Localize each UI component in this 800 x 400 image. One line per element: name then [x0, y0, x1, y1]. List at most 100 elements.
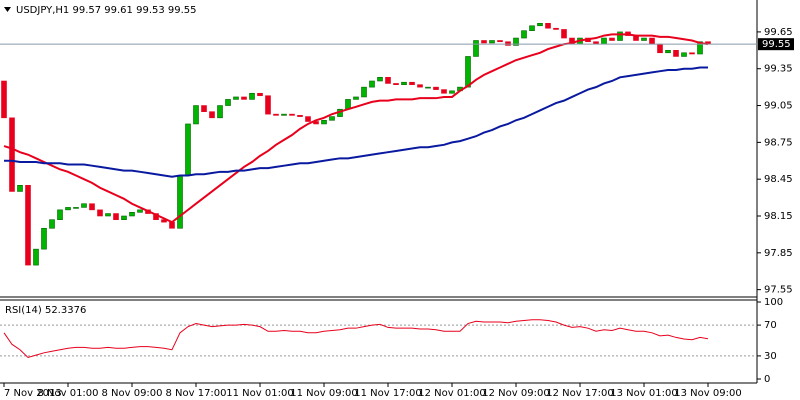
candle-body	[561, 29, 567, 39]
candle-body	[89, 203, 95, 211]
x-tick-label: 12 Nov 17:00	[546, 388, 613, 399]
candle-body	[297, 115, 303, 117]
x-tick-label: 8 Nov 17:00	[165, 388, 226, 399]
y-tick-label: 99.65	[764, 27, 793, 38]
candle-body	[33, 248, 39, 266]
candle-body	[473, 40, 479, 57]
candle-body	[129, 212, 135, 217]
candle-body	[49, 219, 55, 229]
candle-body	[529, 25, 535, 31]
candle-body	[657, 43, 663, 54]
y-tick-label: 0	[764, 374, 770, 385]
y-tick-label: 70	[764, 320, 777, 331]
x-tick-label: 7 Nov 2013	[4, 388, 62, 399]
y-tick-label: 98.15	[764, 211, 793, 222]
candle-body	[281, 113, 287, 116]
x-tick-label: 13 Nov 01:00	[610, 388, 677, 399]
candle-body	[41, 227, 47, 250]
candle-body	[329, 116, 335, 121]
y-tick-label: 97.85	[764, 248, 793, 259]
candle-body	[305, 116, 311, 122]
candle-body	[105, 213, 111, 217]
candle-body	[201, 105, 207, 112]
candle-body	[313, 121, 319, 125]
candle-body	[353, 96, 359, 100]
rsi-title: RSI(14) 52.3376	[5, 305, 86, 316]
candle-body	[193, 105, 199, 125]
candle-body	[433, 86, 439, 90]
x-tick-label: 11 Nov 09:00	[290, 388, 357, 399]
candle-body	[361, 86, 367, 98]
candle-body	[321, 119, 327, 125]
candle-body	[377, 77, 383, 82]
candle-body	[185, 123, 191, 176]
candle-body	[689, 52, 695, 55]
candle-body	[249, 92, 255, 100]
candle-body	[441, 89, 447, 94]
y-tick-label: 98.45	[764, 174, 793, 185]
candle-body	[697, 41, 703, 55]
candle-body	[425, 86, 431, 89]
chart-title: USDJPY,H1 99.57 99.61 99.53 99.55	[16, 5, 197, 16]
candle-body	[265, 95, 271, 115]
candle-body	[57, 209, 63, 220]
candle-body	[161, 219, 167, 223]
rsi-line	[3, 319, 709, 359]
candle-body	[177, 175, 183, 229]
menu-icon[interactable]	[4, 7, 11, 12]
y-tick-label: 98.75	[764, 137, 793, 148]
x-tick-label: 13 Nov 09:00	[674, 388, 741, 399]
candle-body	[521, 30, 527, 39]
candle-body	[505, 41, 511, 46]
candle-body	[1, 80, 7, 119]
candle-body	[393, 83, 399, 85]
candle-body	[609, 37, 615, 41]
candle-body	[369, 80, 375, 88]
candle-body	[25, 185, 31, 266]
y-tick-label: 30	[764, 351, 777, 362]
x-tick-label: 12 Nov 09:00	[482, 388, 549, 399]
y-tick-label: 99.35	[764, 64, 793, 75]
candle-body	[553, 27, 559, 30]
moving-average	[3, 33, 709, 224]
candle-body	[665, 50, 671, 54]
current-price-label: 99.55	[762, 39, 791, 50]
candle-body	[257, 92, 263, 97]
x-tick-label: 8 Nov 09:00	[101, 388, 162, 399]
candle-body	[537, 23, 543, 27]
candle-body	[73, 207, 79, 209]
candle-body	[681, 52, 687, 57]
candle-body	[465, 56, 471, 88]
x-tick-label: 11 Nov 17:00	[354, 388, 421, 399]
candle-body	[225, 99, 231, 106]
candle-body	[233, 96, 239, 100]
candle-body	[385, 77, 391, 84]
candle-body	[641, 37, 647, 41]
x-tick-label: 11 Nov 01:00	[226, 388, 293, 399]
x-tick-label: 12 Nov 01:00	[418, 388, 485, 399]
candle-body	[137, 209, 143, 213]
candle-body	[65, 207, 71, 211]
y-tick-label: 100	[764, 297, 783, 308]
candle-body	[9, 117, 15, 192]
candle-body	[273, 113, 279, 116]
y-tick-label: 97.55	[764, 285, 793, 296]
candle-body	[489, 40, 495, 44]
candle-body	[217, 105, 223, 119]
candle-body	[617, 31, 623, 41]
candle-body	[601, 37, 607, 45]
candle-body	[121, 215, 127, 220]
current-price-box	[758, 38, 794, 51]
candle-body	[417, 84, 423, 88]
candle-body	[497, 40, 503, 43]
candle-body	[449, 90, 455, 94]
candle-body	[113, 213, 119, 220]
candle-body	[401, 81, 407, 85]
moving-average	[4, 66, 708, 178]
x-tick-label: 8 Nov 01:00	[37, 388, 98, 399]
candle-body	[241, 96, 247, 100]
candle-body	[81, 203, 87, 208]
